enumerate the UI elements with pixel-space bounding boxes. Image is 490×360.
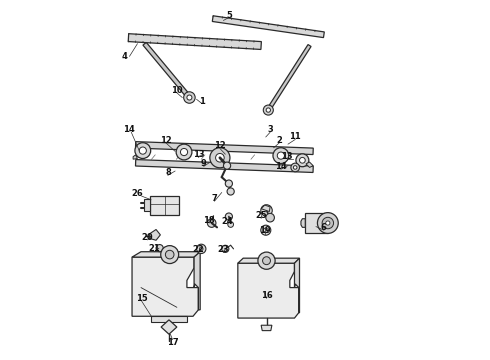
Text: 15: 15 — [136, 294, 147, 303]
Text: 19: 19 — [259, 226, 270, 235]
Circle shape — [296, 154, 309, 167]
Polygon shape — [128, 34, 261, 49]
Circle shape — [210, 148, 230, 168]
Circle shape — [139, 147, 147, 154]
Text: 9: 9 — [201, 159, 207, 168]
Circle shape — [326, 221, 330, 225]
Circle shape — [225, 180, 232, 187]
Text: 5: 5 — [226, 10, 232, 19]
Text: 13: 13 — [193, 150, 204, 159]
Circle shape — [156, 244, 163, 252]
Text: 20: 20 — [142, 233, 153, 242]
Circle shape — [294, 166, 297, 169]
Polygon shape — [136, 159, 313, 172]
Circle shape — [196, 244, 206, 253]
Circle shape — [227, 188, 234, 195]
Polygon shape — [132, 257, 198, 316]
Text: 17: 17 — [167, 338, 178, 347]
Circle shape — [221, 245, 229, 252]
Text: 12: 12 — [214, 141, 226, 150]
Text: 3: 3 — [267, 125, 273, 134]
Circle shape — [180, 148, 188, 156]
Polygon shape — [136, 141, 313, 154]
Circle shape — [261, 205, 272, 216]
Circle shape — [184, 92, 195, 103]
Text: 22: 22 — [193, 246, 204, 255]
Circle shape — [318, 213, 338, 233]
Text: 18: 18 — [203, 216, 215, 225]
Polygon shape — [149, 229, 160, 240]
Circle shape — [291, 163, 299, 172]
Polygon shape — [301, 219, 305, 227]
Polygon shape — [267, 45, 311, 111]
Text: 16: 16 — [261, 291, 272, 300]
Circle shape — [166, 250, 174, 259]
Polygon shape — [150, 196, 179, 215]
Circle shape — [161, 246, 179, 264]
Polygon shape — [306, 162, 313, 167]
Text: 24: 24 — [221, 217, 233, 226]
Circle shape — [216, 153, 224, 162]
Text: 21: 21 — [149, 244, 161, 253]
Circle shape — [199, 247, 203, 251]
Text: 13: 13 — [281, 152, 293, 161]
Text: 12: 12 — [160, 136, 172, 145]
Polygon shape — [132, 252, 200, 257]
Text: 11: 11 — [289, 132, 301, 141]
Text: 8: 8 — [165, 168, 171, 177]
Circle shape — [261, 225, 271, 235]
Circle shape — [228, 222, 234, 227]
Polygon shape — [194, 252, 200, 310]
Circle shape — [258, 252, 275, 269]
Circle shape — [299, 157, 305, 163]
Circle shape — [277, 152, 285, 159]
Circle shape — [223, 162, 231, 169]
Polygon shape — [261, 205, 270, 212]
Polygon shape — [143, 42, 191, 99]
Text: 23: 23 — [218, 246, 229, 255]
Polygon shape — [294, 258, 299, 313]
Polygon shape — [305, 213, 328, 233]
Text: 1: 1 — [199, 96, 205, 105]
Circle shape — [263, 257, 270, 265]
Text: 14: 14 — [275, 162, 287, 171]
Circle shape — [273, 148, 289, 163]
Text: 2: 2 — [276, 136, 282, 145]
Circle shape — [322, 217, 334, 229]
Text: 14: 14 — [122, 125, 134, 134]
Circle shape — [266, 108, 270, 112]
Circle shape — [135, 143, 151, 158]
Text: 10: 10 — [171, 86, 183, 95]
Polygon shape — [144, 199, 150, 211]
Circle shape — [266, 213, 274, 222]
Polygon shape — [261, 325, 272, 330]
Circle shape — [176, 144, 192, 160]
Polygon shape — [238, 258, 299, 263]
Text: 6: 6 — [321, 223, 327, 232]
Text: 4: 4 — [122, 52, 128, 61]
Polygon shape — [133, 155, 137, 159]
Circle shape — [187, 95, 192, 100]
Circle shape — [225, 213, 232, 220]
Text: 25: 25 — [255, 211, 267, 220]
Polygon shape — [212, 16, 324, 37]
Text: 7: 7 — [212, 194, 218, 203]
Circle shape — [263, 105, 273, 115]
Circle shape — [207, 219, 216, 227]
Polygon shape — [238, 263, 299, 318]
Text: 26: 26 — [131, 189, 143, 198]
Polygon shape — [151, 316, 187, 321]
Polygon shape — [161, 320, 177, 334]
Circle shape — [264, 228, 268, 232]
